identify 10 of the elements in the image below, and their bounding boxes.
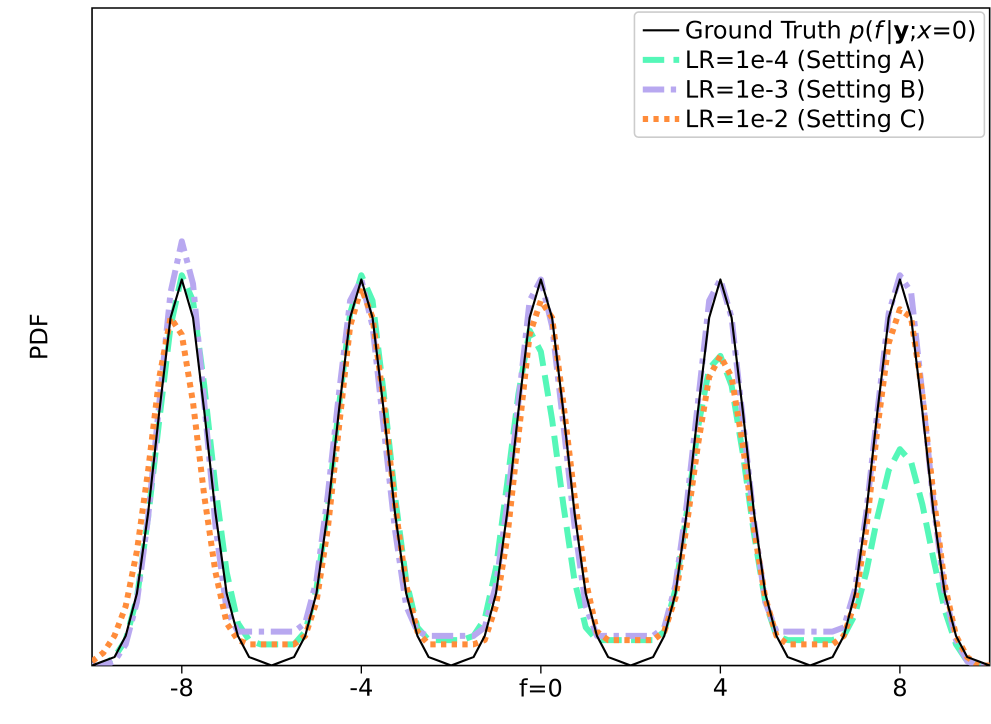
x-tick-label: 4 [714, 678, 727, 696]
x-tick-label: 8 [894, 678, 906, 696]
legend-label: LR=1e-3 (Setting B) [687, 79, 924, 102]
legend-label: LR=1e-4 (Setting A) [687, 50, 924, 73]
legend-label: LR=1e-2 (Setting C) [687, 108, 924, 132]
y-axis-title: PDF [30, 314, 48, 358]
x-tick-label: -4 [350, 678, 372, 696]
text: Ground Truth p(f|y;x=0) [686, 20, 974, 44]
x-tick-label: f=0 [519, 678, 562, 697]
x-tick-label: -8 [171, 678, 192, 696]
